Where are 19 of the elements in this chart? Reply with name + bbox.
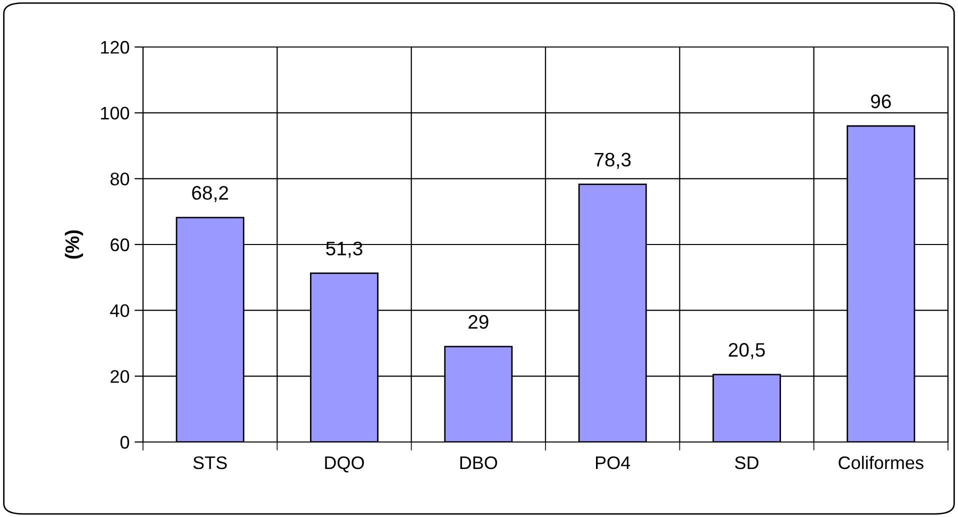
y-tick-label: 0 xyxy=(120,436,130,449)
y-tick-label: 20 xyxy=(110,370,130,383)
y-tick-label: 120 xyxy=(101,40,130,54)
y-tick-label: 100 xyxy=(101,106,130,120)
x-tick-label: SD xyxy=(735,456,758,470)
y-tick-label: 60 xyxy=(110,238,130,252)
data-label: 68,2 xyxy=(192,186,228,202)
x-tick-label: DBO xyxy=(460,456,498,470)
x-tick-label: DQO xyxy=(325,456,364,472)
x-tick-label: PO4 xyxy=(596,456,630,470)
data-label: 20,5 xyxy=(728,343,765,360)
y-axis-title: (%) xyxy=(64,230,84,259)
y-tick-label: 80 xyxy=(110,172,130,186)
data-label: 29 xyxy=(468,315,488,329)
data-label: 96 xyxy=(871,94,891,108)
x-tick-label: Coliformes xyxy=(838,456,924,470)
y-tick-label: 40 xyxy=(110,304,130,318)
x-tick-label: STS xyxy=(193,456,227,470)
data-label: 78,3 xyxy=(594,152,631,169)
